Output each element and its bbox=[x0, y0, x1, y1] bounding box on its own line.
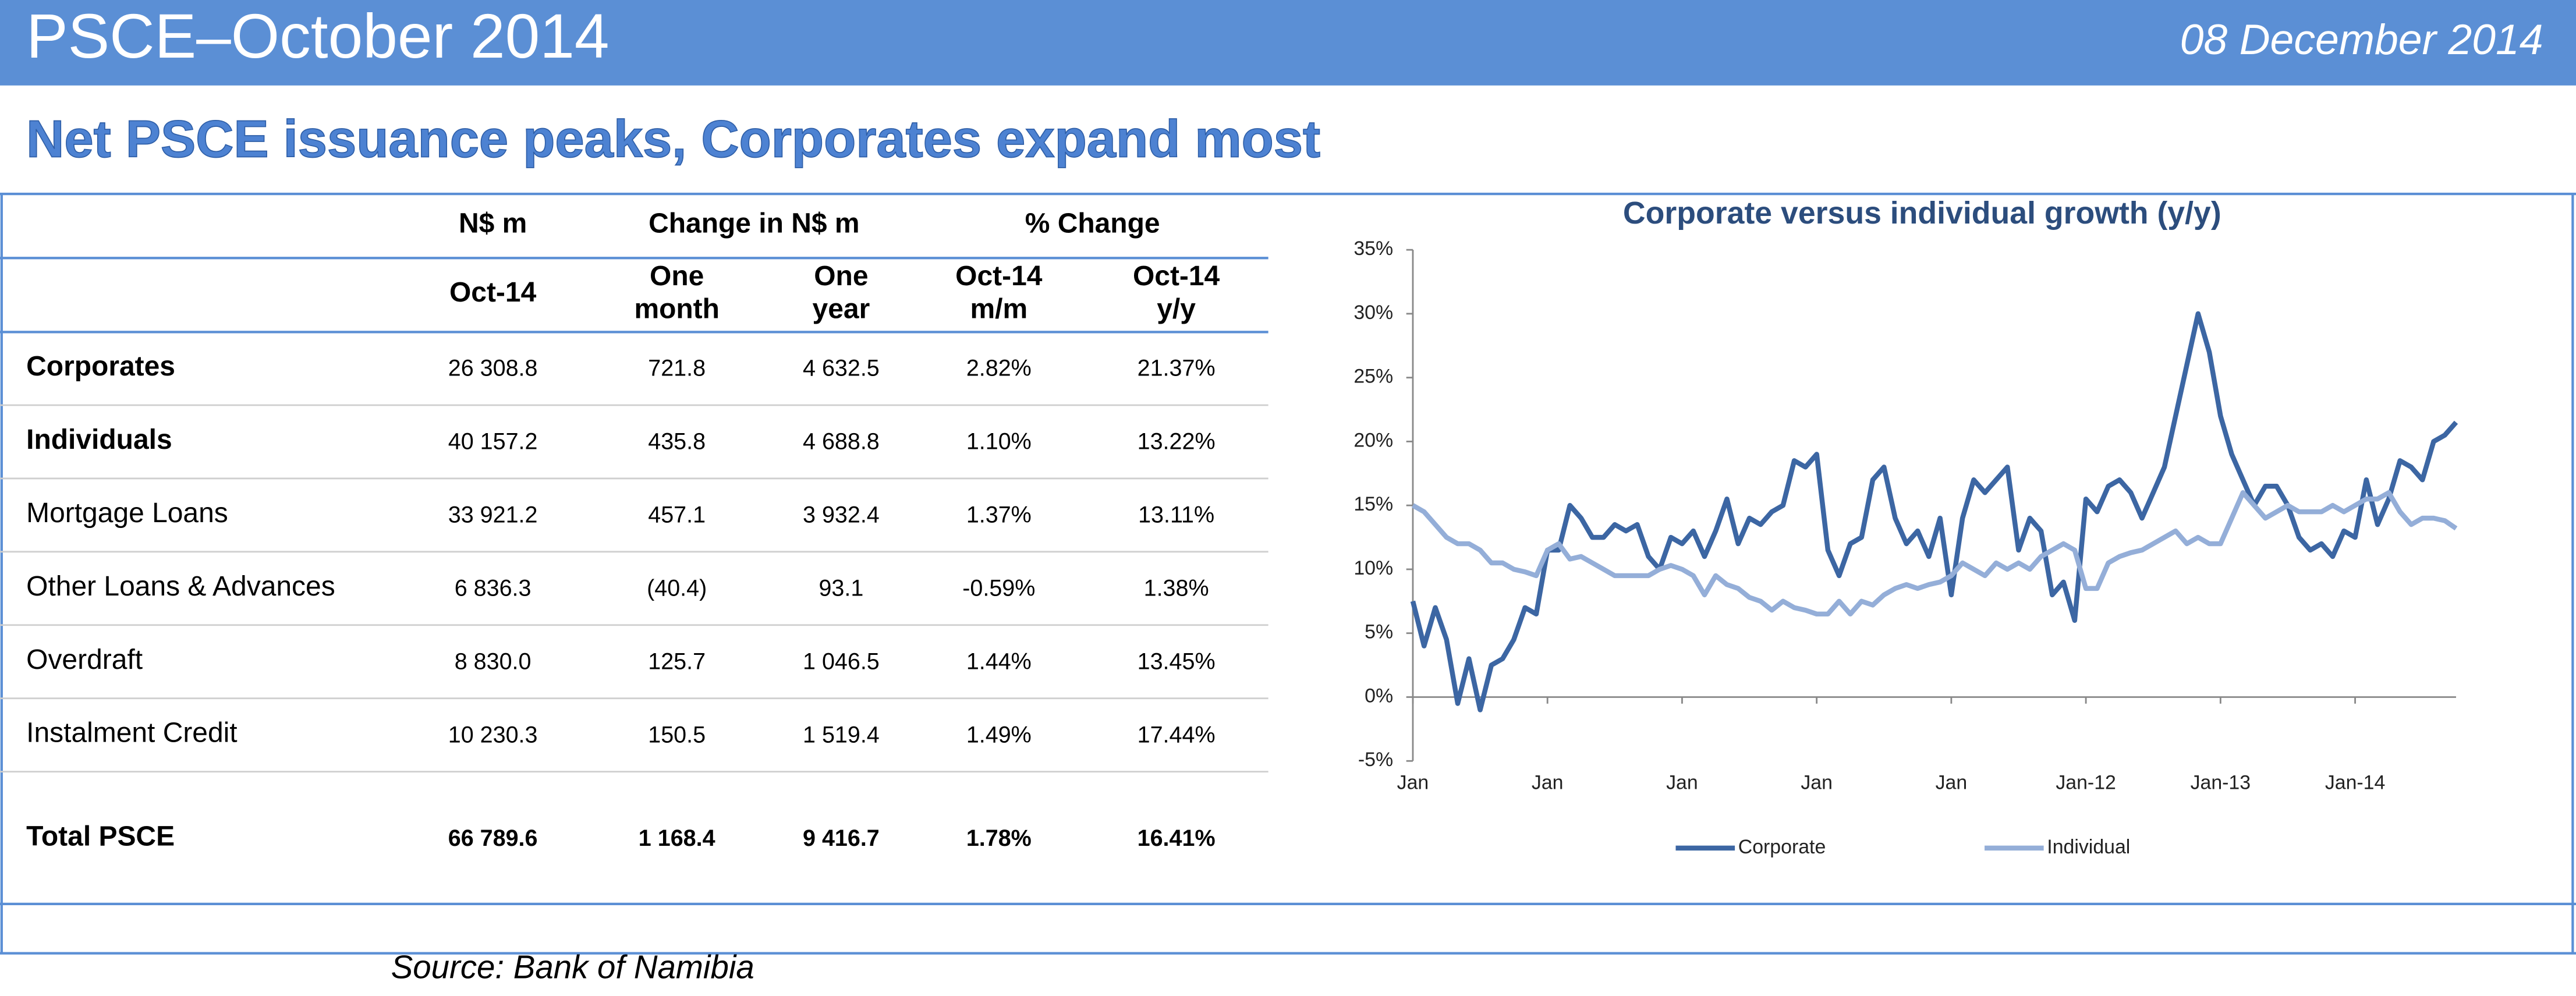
row-label: Corporates bbox=[26, 351, 175, 382]
total-cell: 16.41% bbox=[1138, 825, 1216, 851]
column-header: Oct-14 bbox=[955, 261, 1043, 292]
y-tick-label: 25% bbox=[1353, 366, 1393, 388]
table-cell: 3 932.4 bbox=[803, 502, 880, 528]
row-label: Mortgage Loans bbox=[26, 498, 228, 529]
table-cell: 4 688.8 bbox=[803, 429, 880, 455]
legend-label: Corporate bbox=[1738, 836, 1826, 858]
x-tick-label: Jan-14 bbox=[2325, 772, 2386, 794]
group-header: N$ m bbox=[459, 208, 527, 239]
x-tick-label: Jan bbox=[1666, 772, 1698, 794]
y-tick-label: 15% bbox=[1353, 493, 1393, 515]
report-title: PSCE–October 2014 bbox=[26, 1, 609, 71]
group-header: % Change bbox=[1025, 208, 1160, 239]
header-bar bbox=[0, 0, 2576, 86]
series-line bbox=[1410, 311, 2458, 713]
x-tick-label: Jan bbox=[1532, 772, 1564, 794]
table-cell: 13.45% bbox=[1138, 648, 1216, 674]
total-label: Total PSCE bbox=[26, 821, 175, 852]
y-tick-label: 0% bbox=[1365, 685, 1393, 707]
table-cell: -0.59% bbox=[962, 575, 1035, 601]
total-cell: 9 416.7 bbox=[803, 825, 880, 851]
row-label: Overdraft bbox=[26, 644, 143, 675]
y-tick-label: 30% bbox=[1353, 302, 1393, 324]
table-cell: 1.38% bbox=[1144, 575, 1209, 601]
x-tick-label: Jan bbox=[1801, 772, 1833, 794]
table-cell: 6 836.3 bbox=[455, 575, 532, 601]
table-cell: 1.44% bbox=[966, 648, 1032, 674]
table-cell: 13.11% bbox=[1138, 502, 1214, 528]
table-cell: 13.22% bbox=[1138, 429, 1216, 455]
row-label: Individuals bbox=[26, 424, 172, 455]
y-tick-label: 10% bbox=[1353, 557, 1393, 579]
table-cell: 21.37% bbox=[1138, 356, 1216, 381]
table-cell: 1.10% bbox=[966, 429, 1032, 455]
table-cell: 1.49% bbox=[966, 722, 1032, 747]
total-cell: 66 789.6 bbox=[448, 825, 538, 851]
source-note: Source: Bank of Namibia bbox=[391, 949, 754, 986]
total-cell: 1.78% bbox=[966, 825, 1032, 851]
total-cell: 1 168.4 bbox=[639, 825, 715, 851]
table-cell: 1 046.5 bbox=[803, 648, 880, 674]
table-cell: 435.8 bbox=[648, 429, 706, 455]
x-tick-label: Jan bbox=[1936, 772, 1968, 794]
table-cell: 4 632.5 bbox=[803, 356, 880, 381]
table-cell: 33 921.2 bbox=[448, 502, 538, 528]
x-tick-label: Jan-12 bbox=[2056, 772, 2116, 794]
y-tick-label: 20% bbox=[1353, 429, 1393, 451]
column-header: y/y bbox=[1157, 293, 1196, 324]
table-cell: 17.44% bbox=[1138, 722, 1216, 747]
series-line bbox=[1411, 490, 2458, 617]
column-header: year bbox=[813, 293, 870, 324]
y-tick-label: 5% bbox=[1365, 621, 1393, 643]
column-header: Oct-14 bbox=[1133, 261, 1220, 292]
subtitle: Net PSCE issuance peaks, Corporates expa… bbox=[26, 109, 1320, 168]
table-cell: 40 157.2 bbox=[448, 429, 538, 455]
table-cell: 150.5 bbox=[648, 722, 706, 747]
table-cell: 457.1 bbox=[648, 502, 706, 528]
table-cell: 26 308.8 bbox=[448, 356, 538, 381]
row-label: Instalment Credit bbox=[26, 718, 237, 749]
column-header: One bbox=[650, 261, 704, 292]
table-cell: 1.37% bbox=[966, 502, 1032, 528]
table-cell: 93.1 bbox=[818, 575, 863, 601]
row-label: Other Loans & Advances bbox=[26, 571, 335, 602]
x-tick-label: Jan bbox=[1397, 772, 1429, 794]
table-cell: 1 519.4 bbox=[803, 722, 880, 747]
report-date: 08 December 2014 bbox=[2180, 16, 2543, 63]
table-cell: (40.4) bbox=[647, 575, 707, 601]
table-cell: 10 230.3 bbox=[448, 722, 538, 747]
x-tick-label: Jan-13 bbox=[2191, 772, 2251, 794]
column-header: month bbox=[634, 293, 719, 324]
table-cell: 721.8 bbox=[648, 356, 706, 381]
table-cell: 8 830.0 bbox=[455, 648, 532, 674]
column-header: Oct-14 bbox=[449, 277, 537, 308]
table-cell: 125.7 bbox=[648, 648, 706, 674]
y-tick-label: 35% bbox=[1353, 238, 1393, 260]
column-header: One bbox=[814, 261, 868, 292]
column-header: m/m bbox=[970, 293, 1028, 324]
group-header: Change in N$ m bbox=[649, 208, 859, 239]
chart-title: Corporate versus individual growth (y/y) bbox=[1623, 196, 2221, 231]
y-tick-label: -5% bbox=[1358, 749, 1393, 771]
legend-label: Individual bbox=[2047, 836, 2130, 858]
table-cell: 2.82% bbox=[966, 356, 1032, 381]
